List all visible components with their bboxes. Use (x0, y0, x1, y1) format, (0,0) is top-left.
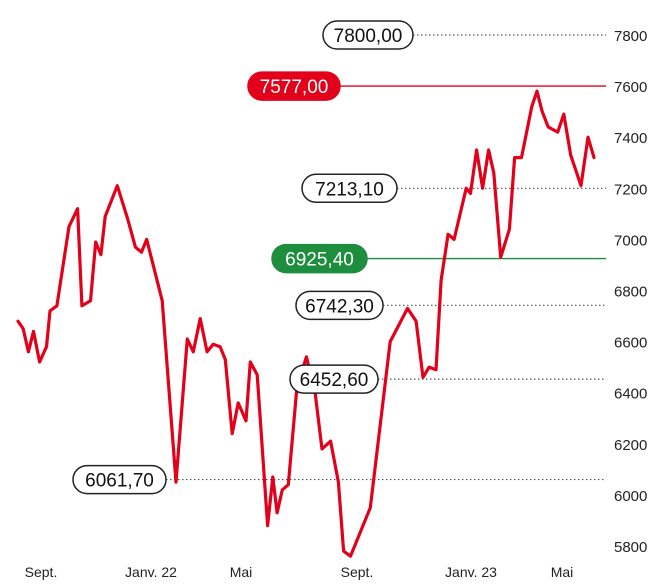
reference-pill-2 (301, 173, 398, 204)
x-axis-ticks: Sept. Janv. 22 Mai Sept. Janv. 23 Mai (25, 564, 574, 580)
reference-label-4: 6742,30 (305, 296, 374, 317)
x-tick-label-0: Sept. (25, 564, 58, 580)
y-tick-label-10: 7800 (614, 28, 647, 45)
y-tick-label-3: 6400 (614, 386, 647, 403)
reference-lines (166, 34, 606, 481)
x-tick-label-1: Janv. 22 (125, 564, 177, 580)
y-tick-label-4: 6600 (614, 335, 647, 352)
reference-pill-0 (322, 20, 414, 50)
reference-pill-3 (271, 243, 368, 274)
reference-label-1: 7577,00 (260, 77, 329, 98)
y-tick-label-2: 6200 (614, 437, 647, 454)
reference-label-2: 7213,10 (315, 179, 384, 200)
y-tick-label-6: 7000 (614, 232, 647, 249)
y-axis-ticks: 5800 6000 6200 6400 6600 6800 7000 7200 7400 7600… (614, 28, 647, 556)
reference-labels: 7800,00 7577,00 7213,10 6925,40 6742,30 6452,… (72, 20, 414, 495)
y-tick-label-8: 7400 (614, 130, 647, 147)
x-tick-label-2: Mai (230, 564, 253, 580)
x-tick-label-3: Sept. (341, 564, 374, 580)
reference-label-0: 7800,00 (334, 26, 403, 47)
x-tick-label-4: Janv. 23 (445, 564, 497, 580)
y-tick-label-1: 6000 (614, 488, 647, 505)
reference-pill-6 (72, 464, 167, 495)
reference-pill-4 (295, 290, 384, 321)
reference-label-5: 6452,60 (300, 370, 369, 391)
y-tick-label-0: 5800 (614, 539, 647, 556)
reference-pill-5 (289, 364, 379, 394)
index-price-line (16, 89, 596, 558)
reference-label-3: 6925,40 (285, 250, 354, 271)
y-tick-label-9: 7600 (614, 79, 647, 96)
reference-pill-1 (247, 71, 341, 101)
reference-label-6: 6061,70 (85, 471, 154, 492)
y-tick-label-5: 6800 (614, 284, 647, 301)
x-tick-label-5: Mai (551, 564, 574, 580)
y-tick-label-7: 7200 (614, 181, 647, 198)
